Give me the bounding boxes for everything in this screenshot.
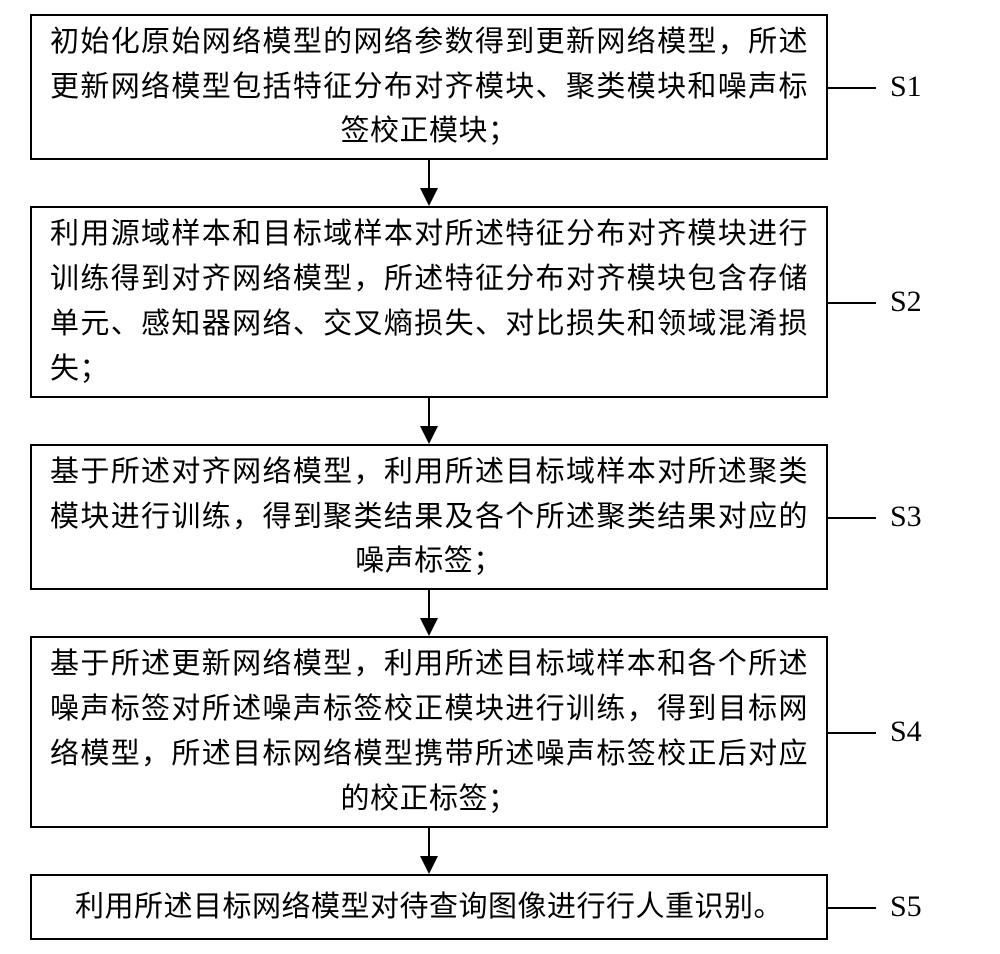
- label-s1: S1: [890, 70, 922, 104]
- tick-s2: [828, 302, 876, 304]
- tick-s3: [828, 517, 876, 519]
- arrow-2-head: [420, 426, 438, 444]
- tick-s1: [828, 87, 876, 89]
- flowchart: 初始化原始网络模型的网络参数得到更新网络模型，所述更新网络模型包括特征分布对齐模…: [0, 0, 1000, 954]
- step-s3: 基于所述对齐网络模型，利用所述目标域样本对所述聚类模块进行训练，得到聚类结果及各…: [30, 444, 828, 590]
- arrow-4-head: [420, 856, 438, 874]
- step-s2-text: 利用源域样本和目标域样本对所述特征分布对齐模块进行训练得到对齐网络模型，所述特征…: [50, 212, 808, 392]
- step-s5: 利用所述目标网络模型对待查询图像进行行人重识别。: [30, 874, 828, 940]
- label-s3: S3: [890, 500, 922, 534]
- tick-s5: [828, 907, 876, 909]
- label-s5: S5: [890, 890, 922, 924]
- step-s2: 利用源域样本和目标域样本对所述特征分布对齐模块进行训练得到对齐网络模型，所述特征…: [30, 206, 828, 398]
- arrow-2: [428, 398, 430, 428]
- tick-s4: [828, 732, 876, 734]
- label-s2: S2: [890, 285, 922, 319]
- arrow-4: [428, 828, 430, 858]
- arrow-3: [428, 590, 430, 620]
- arrow-1-head: [420, 188, 438, 206]
- step-s4: 基于所述更新网络模型，利用所述目标域样本和各个所述噪声标签对所述噪声标签校正模块…: [30, 636, 828, 828]
- step-s3-text: 基于所述对齐网络模型，利用所述目标域样本对所述聚类模块进行训练，得到聚类结果及各…: [50, 450, 808, 585]
- step-s1-text: 初始化原始网络模型的网络参数得到更新网络模型，所述更新网络模型包括特征分布对齐模…: [50, 20, 808, 155]
- step-s5-text: 利用所述目标网络模型对待查询图像进行行人重识别。: [50, 885, 808, 930]
- arrow-3-head: [420, 618, 438, 636]
- step-s1: 初始化原始网络模型的网络参数得到更新网络模型，所述更新网络模型包括特征分布对齐模…: [30, 14, 828, 160]
- label-s4: S4: [890, 715, 922, 749]
- step-s4-text: 基于所述更新网络模型，利用所述目标域样本和各个所述噪声标签对所述噪声标签校正模块…: [50, 642, 808, 822]
- arrow-1: [428, 160, 430, 190]
